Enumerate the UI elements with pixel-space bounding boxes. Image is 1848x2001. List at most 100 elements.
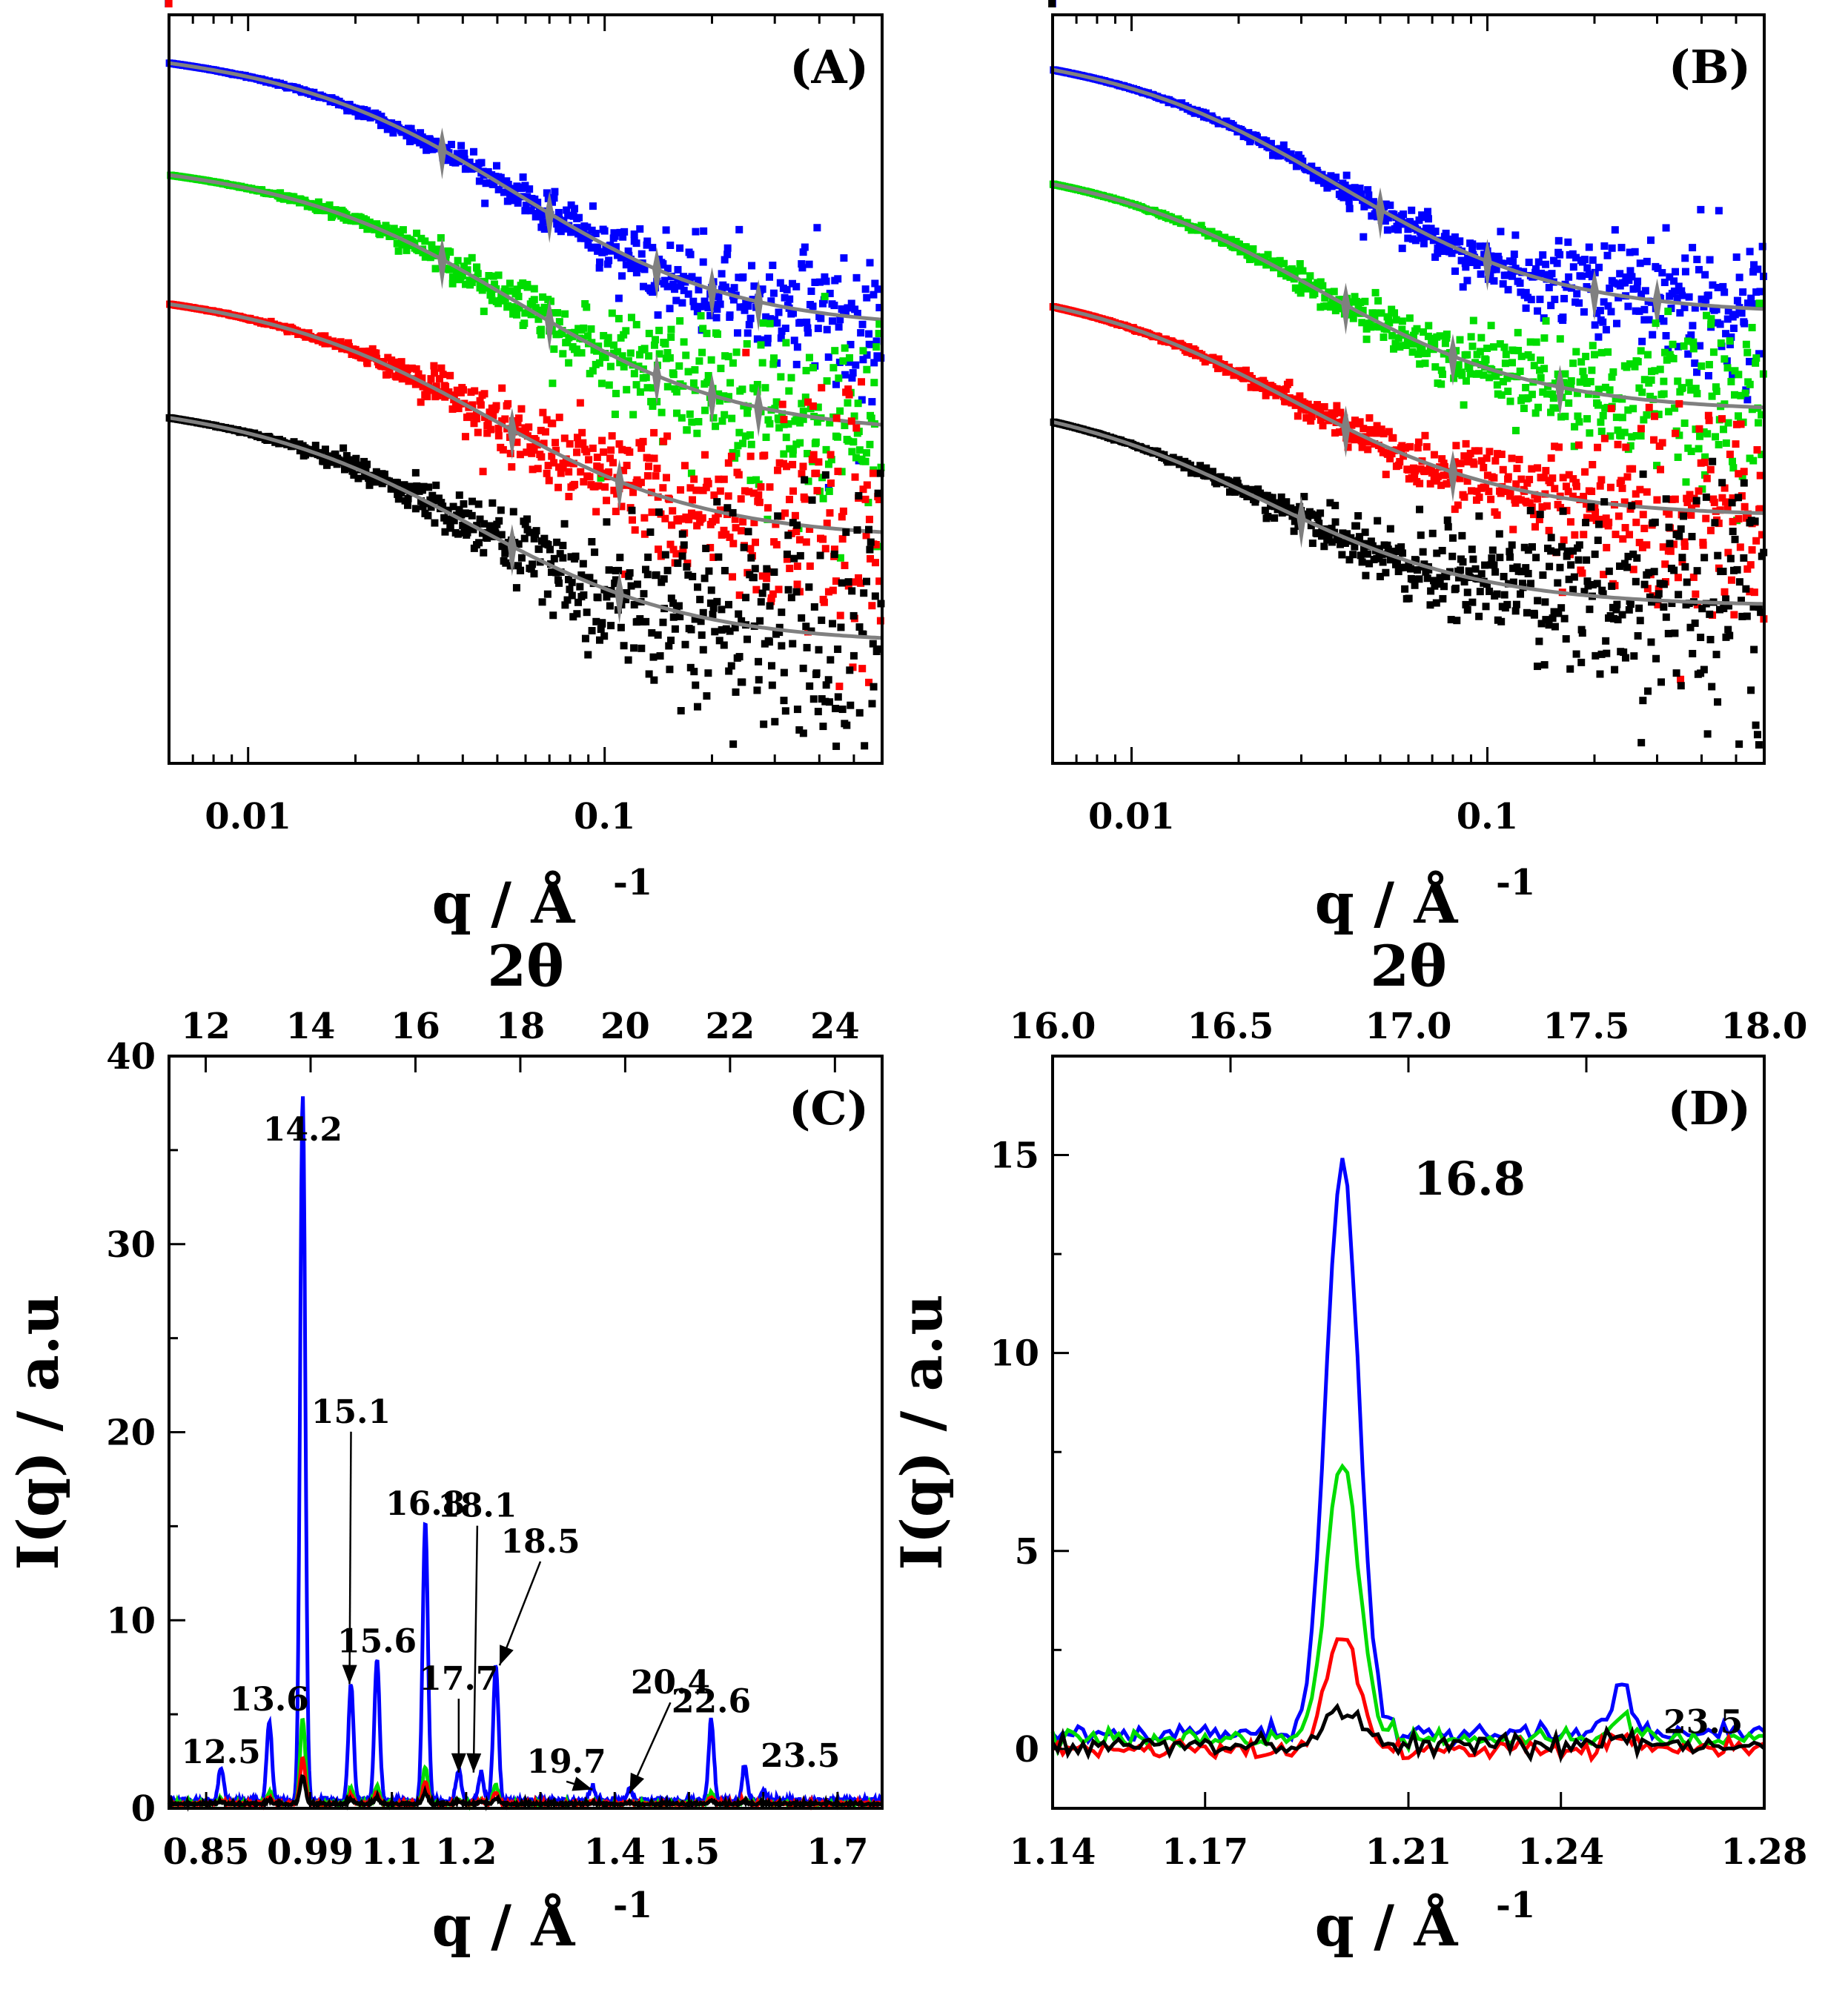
data-point (1604, 348, 1612, 356)
data-point (832, 414, 841, 422)
data-point (343, 107, 351, 115)
data-point (1731, 391, 1739, 399)
data-point (1486, 272, 1494, 280)
data-point (1586, 377, 1594, 385)
data-point (1616, 562, 1624, 570)
data-point (1670, 566, 1678, 574)
data-point (1746, 380, 1754, 388)
data-point (716, 506, 724, 514)
data-point (593, 454, 601, 462)
data-point (634, 264, 642, 272)
data-point (368, 345, 377, 353)
data-point (522, 202, 530, 210)
data-point (1724, 419, 1732, 427)
data-point (1522, 564, 1530, 572)
data-point (741, 432, 749, 440)
data-point (1411, 236, 1420, 245)
data-point (755, 657, 763, 666)
data-point (850, 412, 858, 420)
data-point (1638, 543, 1646, 551)
data-point (1686, 491, 1694, 499)
data-point (549, 198, 557, 206)
data-point (1202, 464, 1211, 472)
data-point (789, 640, 797, 648)
data-point (561, 601, 569, 609)
data-point (446, 248, 454, 256)
data-point (616, 228, 624, 236)
data-point (1476, 348, 1484, 356)
data-point (1551, 623, 1559, 631)
data-point (662, 354, 670, 362)
data-point (1569, 547, 1577, 555)
data-point (478, 286, 486, 294)
data-point (554, 309, 562, 317)
data-point (633, 476, 641, 484)
data-point (1712, 387, 1721, 395)
data-point (635, 439, 643, 447)
data-point (859, 347, 867, 355)
data-point (720, 475, 728, 483)
data-point (755, 491, 763, 499)
data-point (666, 666, 674, 674)
data-point (729, 740, 738, 749)
data-point (1337, 305, 1345, 313)
data-point (506, 449, 514, 457)
data-point (537, 325, 545, 334)
data-point (723, 250, 732, 259)
data-point (774, 512, 782, 520)
data-point (615, 314, 623, 322)
data-point (832, 577, 840, 585)
data-point (1737, 391, 1745, 399)
data-point (533, 306, 541, 314)
data-point (1610, 279, 1618, 287)
data-point (1356, 185, 1364, 193)
data-point (1638, 388, 1646, 396)
data-point (753, 335, 761, 343)
data-point (1557, 413, 1566, 421)
data-point (1527, 354, 1535, 362)
data-point (579, 560, 587, 568)
data-point (1696, 432, 1704, 440)
data-point (1580, 256, 1589, 264)
data-point (506, 190, 514, 198)
data-point (1406, 219, 1414, 227)
data-point (1516, 367, 1524, 375)
data-point (1572, 650, 1580, 658)
data-point (413, 482, 421, 490)
data-point (1460, 493, 1468, 501)
data-point (1431, 253, 1440, 261)
data-point (763, 565, 771, 573)
data-point (818, 299, 827, 308)
data-point (781, 325, 789, 333)
data-point (1613, 600, 1621, 608)
data-point (1559, 507, 1567, 515)
data-point (1242, 366, 1250, 374)
data-point (766, 319, 774, 328)
data-point (778, 608, 786, 617)
data-point (1583, 264, 1592, 272)
data-point (636, 351, 644, 359)
data-point (1414, 566, 1422, 574)
data-point (712, 516, 720, 524)
data-point (606, 602, 614, 610)
data-point (1461, 259, 1469, 268)
data-point (697, 617, 705, 625)
data-point (846, 666, 854, 674)
data-point (1532, 338, 1540, 346)
data-point (703, 329, 711, 337)
data-point (1428, 334, 1436, 342)
data-point (1291, 517, 1299, 525)
data-point (758, 572, 766, 580)
data-point (473, 263, 481, 271)
data-point (806, 525, 814, 533)
data-point (1573, 389, 1581, 397)
data-point (1722, 439, 1730, 447)
data-point (1635, 604, 1643, 612)
data-point (1660, 603, 1668, 611)
data-point (1364, 445, 1372, 454)
data-point (1708, 683, 1716, 691)
data-point (1475, 612, 1483, 620)
data-point (683, 426, 691, 434)
data-point (1325, 531, 1333, 540)
data-point (1517, 288, 1525, 296)
